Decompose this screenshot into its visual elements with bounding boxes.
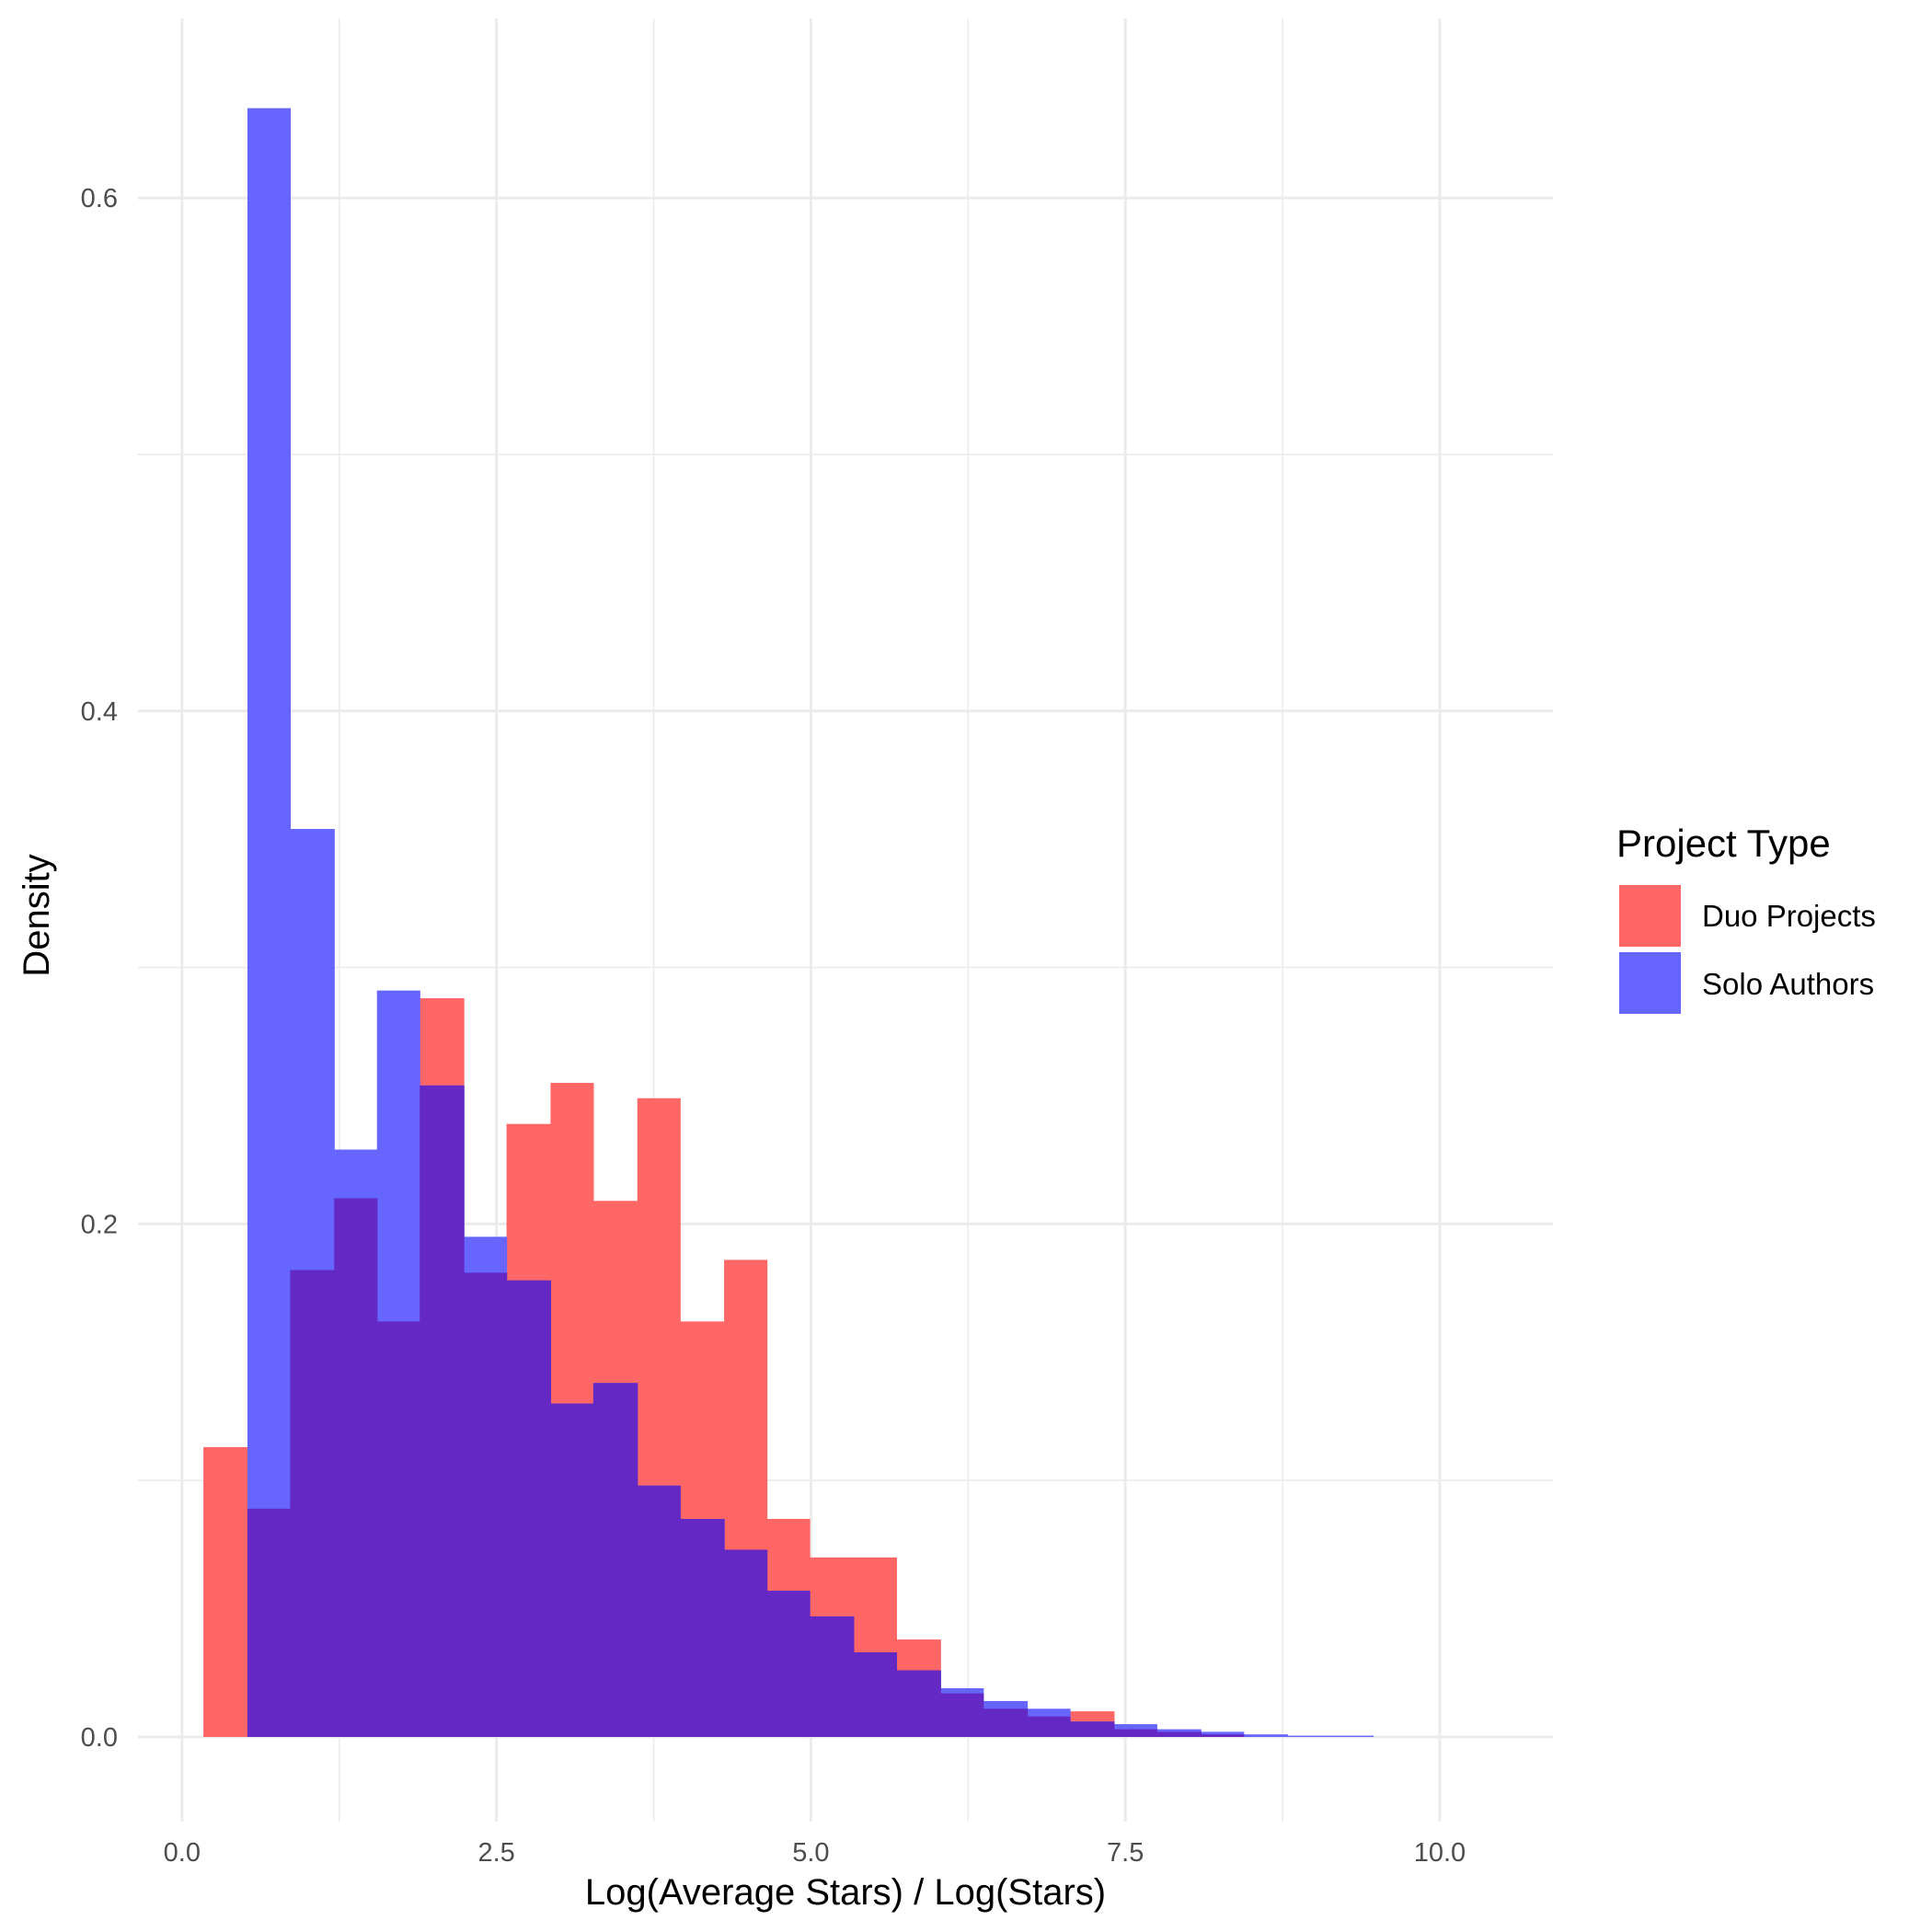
histogram-bars (203, 108, 1374, 1737)
legend: Project Type Duo Projects Solo Authors (1616, 822, 1876, 1014)
bar-overlap (1070, 1721, 1115, 1737)
bar-solo-authors (1287, 1735, 1331, 1737)
bar-overlap (724, 1549, 768, 1737)
y-tick-label: 0.2 (81, 1210, 118, 1239)
x-axis-title: Log(Average Stars) / Log(Stars) (585, 1872, 1106, 1913)
bar-overlap (853, 1651, 897, 1737)
legend-label-duo-projects: Duo Projects (1702, 899, 1876, 933)
bar-overlap (983, 1708, 1029, 1737)
legend-swatch-duo-projects (1619, 885, 1681, 947)
bar-solo-authors (1243, 1734, 1289, 1737)
bar-overlap (1201, 1734, 1245, 1737)
bar-overlap (290, 1270, 335, 1737)
bar-overlap (376, 1321, 420, 1737)
bar-overlap (766, 1591, 811, 1737)
x-tick-label: 7.5 (1107, 1838, 1144, 1868)
bar-duo-projects (203, 1446, 248, 1737)
bar-overlap (247, 1508, 292, 1737)
bar-overlap (592, 1383, 638, 1737)
bar-overlap (637, 1485, 681, 1737)
legend-title: Project Type (1616, 822, 1831, 865)
bar-solo-authors (1330, 1735, 1374, 1737)
x-tick-label: 5.0 (792, 1838, 829, 1868)
bar-overlap (680, 1519, 725, 1737)
bar-overlap (334, 1198, 378, 1737)
legend-label-solo-authors: Solo Authors (1702, 967, 1874, 1001)
bar-overlap (1113, 1729, 1157, 1737)
legend-swatch-solo-authors (1619, 952, 1681, 1014)
x-tick-label: 0.0 (164, 1838, 201, 1868)
bar-overlap (810, 1616, 855, 1737)
bar-overlap (1027, 1716, 1071, 1737)
bar-overlap (1156, 1731, 1202, 1737)
y-tick-label: 0.4 (81, 697, 118, 727)
bar-overlap (420, 1085, 465, 1737)
y-axis-title: Density (17, 854, 57, 976)
y-tick-label: 0.0 (81, 1723, 118, 1753)
tick-labels: 0.0 2.5 5.0 7.5 10.0 0.0 0.2 0.4 0.6 (81, 184, 1466, 1868)
bar-overlap (940, 1693, 984, 1737)
x-tick-label: 10.0 (1414, 1838, 1466, 1868)
x-tick-label: 2.5 (477, 1838, 514, 1868)
bar-overlap (550, 1403, 594, 1737)
bar-overlap (464, 1272, 508, 1737)
bar-solo-authors (247, 108, 292, 1737)
bar-overlap (506, 1280, 552, 1737)
y-tick-label: 0.6 (81, 184, 118, 213)
bar-overlap (896, 1670, 941, 1737)
